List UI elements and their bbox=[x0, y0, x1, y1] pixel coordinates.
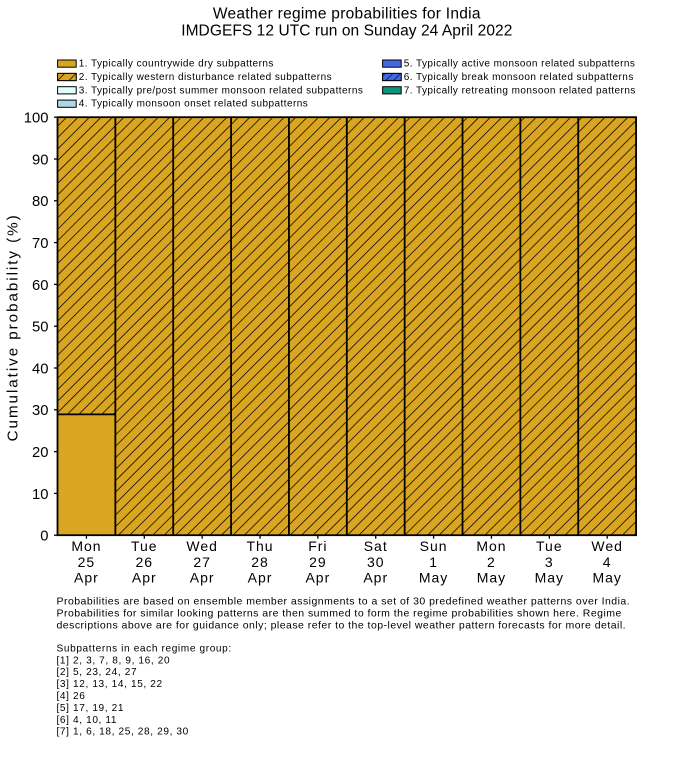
svg-text:Mon: Mon bbox=[476, 538, 506, 554]
svg-text:2. Typically western disturban: 2. Typically western disturbance related… bbox=[79, 72, 332, 83]
svg-text:50: 50 bbox=[32, 320, 48, 336]
svg-text:Apr: Apr bbox=[305, 569, 330, 585]
svg-text:4: 4 bbox=[603, 554, 612, 570]
svg-text:Apr: Apr bbox=[190, 569, 215, 585]
svg-text:4. Typically monsoon onset rel: 4. Typically monsoon onset related subpa… bbox=[79, 99, 309, 110]
svg-text:Weather regime probabilities f: Weather regime probabilities for India bbox=[213, 5, 481, 22]
svg-text:Apr: Apr bbox=[132, 569, 157, 585]
svg-text:40: 40 bbox=[32, 361, 48, 377]
svg-text:28: 28 bbox=[251, 554, 269, 570]
svg-text:May: May bbox=[477, 569, 506, 585]
svg-text:90: 90 bbox=[32, 152, 48, 168]
svg-text:27: 27 bbox=[193, 554, 211, 570]
svg-text:26: 26 bbox=[136, 554, 154, 570]
svg-text:Sun: Sun bbox=[420, 538, 448, 554]
svg-text:May: May bbox=[419, 569, 448, 585]
svg-text:May: May bbox=[535, 569, 564, 585]
svg-text:3: 3 bbox=[545, 554, 554, 570]
svg-text:[5] 17, 19, 21: [5] 17, 19, 21 bbox=[57, 703, 125, 714]
svg-text:70: 70 bbox=[32, 236, 48, 252]
svg-text:Tue: Tue bbox=[536, 538, 563, 554]
svg-text:1: 1 bbox=[429, 554, 438, 570]
svg-text:20: 20 bbox=[32, 445, 48, 461]
svg-text:Apr: Apr bbox=[363, 569, 388, 585]
svg-text:60: 60 bbox=[32, 278, 48, 294]
svg-text:Wed: Wed bbox=[186, 538, 218, 554]
svg-text:[1] 2, 3, 7, 8, 9, 16, 20: [1] 2, 3, 7, 8, 9, 16, 20 bbox=[57, 655, 171, 666]
svg-text:30: 30 bbox=[367, 554, 385, 570]
svg-text:Subpatterns in each regime gro: Subpatterns in each regime group: bbox=[57, 643, 232, 654]
svg-text:[2] 5, 23, 24, 27: [2] 5, 23, 24, 27 bbox=[57, 667, 138, 678]
svg-text:7. Typically retreating monsoo: 7. Typically retreating monsoon related … bbox=[404, 85, 636, 96]
svg-text:IMDGEFS 12 UTC run on Sunday 2: IMDGEFS 12 UTC run on Sunday 24 April 20… bbox=[181, 23, 512, 40]
svg-text:25: 25 bbox=[78, 554, 96, 570]
svg-text:[3] 12, 13, 14, 15, 22: [3] 12, 13, 14, 15, 22 bbox=[57, 679, 163, 690]
svg-text:3. Typically pre/post summer m: 3. Typically pre/post summer monsoon rel… bbox=[79, 85, 364, 96]
svg-text:Mon: Mon bbox=[71, 538, 101, 554]
svg-text:[6] 4, 10, 11: [6] 4, 10, 11 bbox=[57, 715, 118, 726]
svg-text:Sat: Sat bbox=[364, 538, 388, 554]
svg-text:Probabilities for similar look: Probabilities for similar looking patter… bbox=[57, 608, 622, 620]
svg-text:2: 2 bbox=[487, 554, 496, 570]
svg-text:[7] 1, 6, 18, 25, 28, 29, 30: [7] 1, 6, 18, 25, 28, 29, 30 bbox=[57, 727, 189, 738]
svg-text:descriptions above are for gui: descriptions above are for guidance only… bbox=[57, 620, 627, 632]
svg-text:Tue: Tue bbox=[131, 538, 158, 554]
svg-text:Apr: Apr bbox=[74, 569, 99, 585]
svg-text:30: 30 bbox=[32, 403, 48, 419]
svg-text:10: 10 bbox=[32, 487, 48, 503]
svg-text:Cumulative probability (%): Cumulative probability (%) bbox=[5, 213, 22, 441]
svg-text:Thu: Thu bbox=[246, 538, 273, 554]
svg-text:0: 0 bbox=[40, 529, 48, 545]
svg-text:May: May bbox=[592, 569, 621, 585]
svg-text:Apr: Apr bbox=[248, 569, 273, 585]
svg-text:29: 29 bbox=[309, 554, 327, 570]
svg-text:1. Typically countrywide dry s: 1. Typically countrywide dry subpatterns bbox=[79, 59, 274, 70]
svg-text:100: 100 bbox=[24, 111, 49, 127]
svg-text:[4] 26: [4] 26 bbox=[57, 691, 86, 702]
svg-text:5. Typically active monsoon re: 5. Typically active monsoon related subp… bbox=[404, 59, 636, 70]
svg-text:80: 80 bbox=[32, 194, 48, 210]
svg-text:Probabilities are based on ens: Probabilities are based on ensemble memb… bbox=[57, 596, 631, 608]
svg-text:6. Typically break monsoon rel: 6. Typically break monsoon related subpa… bbox=[404, 72, 634, 83]
svg-text:Wed: Wed bbox=[591, 538, 623, 554]
svg-text:Fri: Fri bbox=[308, 538, 327, 554]
